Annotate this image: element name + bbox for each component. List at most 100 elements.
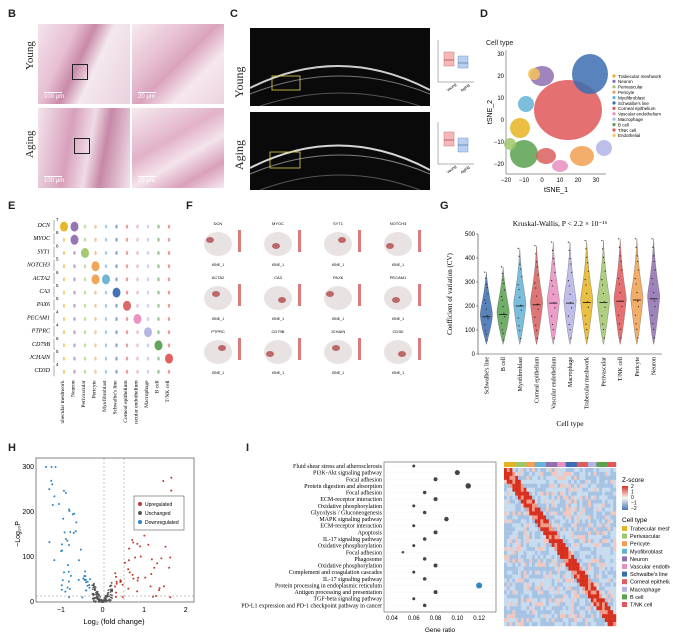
heatmap-cell	[599, 554, 603, 560]
celltype-swatch	[622, 571, 627, 577]
heatmap-cell	[571, 558, 575, 563]
heatmap-cell	[588, 622, 591, 627]
heatmap-cell	[523, 610, 527, 615]
heatmap-cell	[596, 610, 600, 615]
heatmap-cell	[602, 511, 605, 516]
histology-aging-overview: 100 μm	[38, 108, 130, 188]
heatmap-cell	[557, 598, 561, 603]
heatmap-cell	[604, 586, 608, 591]
heatmap-cell	[540, 590, 544, 595]
heatmap-cell	[526, 602, 530, 607]
tsne-cluster	[528, 68, 540, 80]
heatmap-cell	[599, 535, 603, 540]
violin-mark	[146, 369, 150, 374]
heatmap-cell	[599, 468, 603, 473]
heatmap-cell	[518, 610, 521, 615]
heatmap-cell	[509, 562, 513, 567]
point-up	[149, 585, 152, 588]
celltype-label: Schwalbe's line	[630, 572, 668, 578]
heatmap-cell	[596, 503, 600, 508]
heatmap-cell	[602, 566, 605, 571]
heatmap-cell	[557, 554, 561, 560]
heatmap-cell	[596, 602, 600, 607]
y-tick-label: 500	[465, 232, 476, 238]
heatmap-cell	[593, 602, 597, 607]
data-point	[484, 271, 486, 273]
heatmap-cell	[534, 558, 538, 563]
heatmap-cell	[610, 499, 614, 504]
heatmap-cell	[554, 566, 558, 571]
heatmap-cell	[607, 618, 611, 623]
heatmap-cell	[590, 578, 594, 583]
heatmap-cell	[534, 554, 538, 560]
data-point	[652, 283, 654, 285]
heatmap-cell	[543, 499, 547, 504]
heatmap-cell	[520, 527, 524, 532]
heatmap-cell	[599, 614, 603, 619]
heatmap-cell	[532, 511, 535, 516]
violin-mark	[115, 317, 118, 321]
heatmap-cell	[602, 471, 605, 477]
legend-swatch	[612, 74, 616, 78]
heatmap-cell	[546, 554, 549, 560]
gene-ymax: 4	[56, 309, 59, 314]
heatmap-cell	[526, 495, 530, 500]
heatmap-cell	[585, 539, 589, 544]
heatmap-cell	[593, 531, 597, 536]
heatmap-cell	[506, 622, 510, 627]
y-tick-label: 300	[465, 280, 476, 286]
heatmap-cell	[557, 519, 561, 524]
violin-mark	[83, 264, 87, 269]
heatmap-cell	[554, 590, 558, 595]
data-point	[569, 258, 571, 260]
heatmap-cell	[551, 523, 555, 528]
heatmap-cell	[560, 515, 563, 520]
heatmap-cell	[579, 574, 583, 579]
feature-axis-x: tSNE_1	[332, 263, 344, 267]
heatmap-cell	[518, 602, 521, 607]
heatmap-cell	[526, 574, 530, 579]
data-point	[617, 238, 620, 240]
heatmap-cell	[590, 594, 594, 599]
heatmap-cell	[518, 606, 521, 611]
heatmap-cell	[526, 507, 530, 512]
feature-plot: PAX6 tSNE_1	[314, 274, 361, 321]
violin-0	[480, 272, 493, 345]
gene-label: PAX6	[36, 302, 50, 308]
heatmap-cell	[506, 566, 510, 571]
heatmap-cell	[526, 499, 530, 504]
heatmap-cell	[540, 479, 544, 484]
celltype-bar	[509, 462, 513, 467]
heatmap-cell	[590, 570, 594, 575]
legend-label: Unchanged	[145, 511, 171, 517]
heatmap-cell	[543, 523, 547, 528]
heatmap-cell	[529, 503, 533, 508]
heatmap-cell	[529, 519, 533, 524]
heatmap-cell	[518, 515, 521, 520]
heatmap-cell	[560, 531, 563, 536]
heatmap-cell	[574, 554, 577, 560]
heatmap-cell	[546, 566, 549, 571]
heatmap-cell	[582, 471, 586, 477]
heatmap-cell	[602, 606, 605, 611]
heatmap-cell	[523, 594, 527, 599]
heatmap-cell	[548, 622, 552, 627]
heatmap-cell	[532, 562, 535, 567]
heatmap-cell	[520, 602, 524, 607]
heatmap-cell	[596, 574, 600, 579]
heatmap-cell	[588, 531, 591, 536]
violin-mark	[115, 224, 118, 229]
heatmap-cell	[582, 570, 586, 575]
point-unchanged	[98, 598, 100, 601]
heatmap-cell	[537, 539, 541, 544]
heatmap-cell	[590, 483, 594, 488]
celltype-swatch	[622, 586, 627, 592]
violin-6	[580, 240, 593, 345]
tsne-cluster	[504, 138, 516, 150]
heatmap-cell	[562, 602, 566, 607]
heatmap-cell	[582, 527, 586, 532]
celltype-bar	[520, 462, 524, 467]
heatmap-cell	[551, 586, 555, 591]
cell-type-label: B cell	[155, 380, 161, 393]
celltype-bar	[512, 462, 516, 467]
